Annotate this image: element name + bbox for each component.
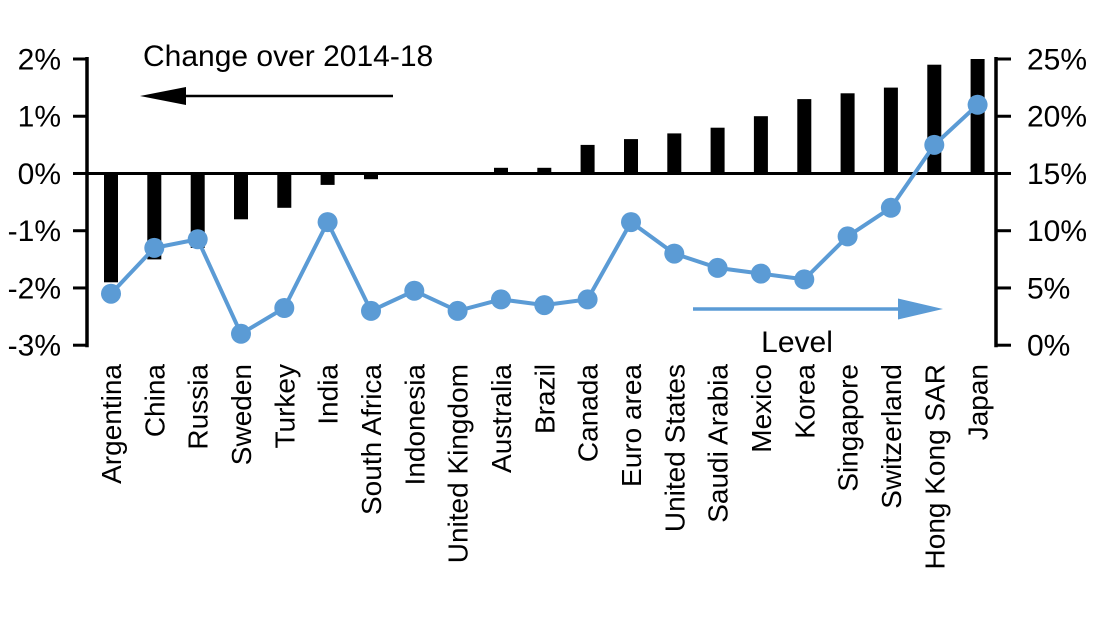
bar-Sweden (234, 173, 248, 220)
marker-United Kingdom (447, 300, 468, 321)
marker-China (144, 237, 165, 258)
x-label-United Kingdom: United Kingdom (443, 364, 474, 563)
bar-Euro area (624, 139, 638, 174)
bar-Singapore (840, 93, 855, 174)
left-axis-tick-label: -2% (8, 272, 61, 305)
bar-Turkey (277, 173, 292, 208)
left-arrow-icon (140, 87, 393, 105)
right-axis-tick-label: 25% (1027, 44, 1087, 77)
bar-Australia (494, 167, 508, 174)
bar-India (320, 173, 335, 185)
annotations-layer: Change over 2014-18 Level (140, 40, 943, 359)
labels-layer: 2% 1% 0% -1% -2% -3% 25% 20% 15% 10% 5% 0% Argentina… (8, 44, 1087, 570)
x-label-Saudi Arabia: Saudi Arabia (703, 364, 734, 523)
x-label-Canada: Canada (573, 364, 604, 463)
left-axis-tick-label: 1% (18, 101, 61, 134)
x-label-India: India (313, 364, 344, 425)
x-label-Turkey: Turkey (269, 364, 300, 449)
marker-Japan (967, 94, 988, 115)
right-axis-tick-label: 0% (1027, 330, 1070, 363)
bars-layer (104, 59, 985, 283)
left-axis-tick-label: 2% (18, 44, 61, 77)
marker-Korea (794, 269, 815, 290)
left-axis-tick-label: -1% (8, 215, 61, 248)
bar-Brazil (537, 167, 552, 174)
bar-Korea (797, 99, 812, 174)
right-arrow-icon (693, 298, 943, 320)
bar-Hong Kong SAR (927, 64, 942, 174)
marker-Russia (187, 229, 208, 250)
marker-Indonesia (404, 280, 425, 301)
bar-Switzerland (883, 87, 898, 174)
bar-South Africa (364, 173, 378, 180)
marker-Mexico (750, 263, 771, 284)
x-label-Brazil: Brazil (529, 364, 560, 434)
x-label-Japan: Japan (963, 364, 994, 440)
marker-Australia (491, 289, 511, 310)
x-label-Switzerland: Switzerland (876, 364, 907, 509)
bar-Argentina (104, 173, 118, 283)
axes-layer (73, 57, 1011, 348)
bar-Mexico (753, 116, 768, 174)
right-axis-tick-label: 10% (1027, 215, 1087, 248)
x-label-Australia: Australia (486, 364, 517, 473)
x-label-Indonesia: Indonesia (399, 364, 430, 486)
marker-Brazil (534, 295, 555, 316)
marker-Singapore (837, 226, 858, 247)
marker-Hong Kong SAR (924, 134, 945, 155)
marker-Turkey (274, 298, 295, 318)
marker-United States (664, 243, 685, 264)
bar-series-annotation-label: Change over 2014-18 (143, 40, 433, 73)
x-label-Argentina: Argentina (96, 364, 127, 484)
marker-Sweden (231, 323, 251, 344)
marker-Euro area (621, 212, 641, 233)
x-label-South Africa: South Africa (356, 364, 387, 515)
x-label-Korea: Korea (789, 364, 820, 439)
marker-Argentina (101, 283, 121, 304)
right-axis-tick-label: 20% (1027, 101, 1087, 134)
bar-Saudi Arabia (710, 127, 725, 174)
right-axis-tick-label: 15% (1027, 158, 1087, 191)
marker-India (317, 212, 338, 233)
x-label-China: China (139, 364, 170, 438)
bar-United States (667, 133, 682, 174)
line-layer (101, 94, 988, 344)
x-label-Mexico: Mexico (746, 364, 777, 453)
marker-Canada (577, 289, 598, 310)
x-label-Sweden: Sweden (226, 364, 257, 465)
line-series-annotation-label: Level (761, 326, 833, 359)
marker-Saudi Arabia (707, 257, 728, 278)
x-label-Hong Kong SAR: Hong Kong SAR (919, 364, 950, 569)
x-label-Euro area: Euro area (616, 364, 647, 487)
left-axis-tick-label: 0% (18, 158, 61, 191)
left-axis-tick-label: -3% (8, 330, 61, 363)
bar-Canada (580, 144, 595, 174)
bar-Japan (970, 59, 985, 174)
bar-Russia (190, 173, 205, 248)
bar-China (147, 173, 162, 260)
x-label-Singapore: Singapore (833, 364, 864, 492)
marker-South Africa (361, 300, 381, 321)
right-axis-tick-label: 5% (1027, 272, 1070, 305)
marker-Switzerland (880, 197, 901, 218)
x-label-United States: United States (659, 364, 690, 532)
x-label-Russia: Russia (183, 364, 214, 450)
